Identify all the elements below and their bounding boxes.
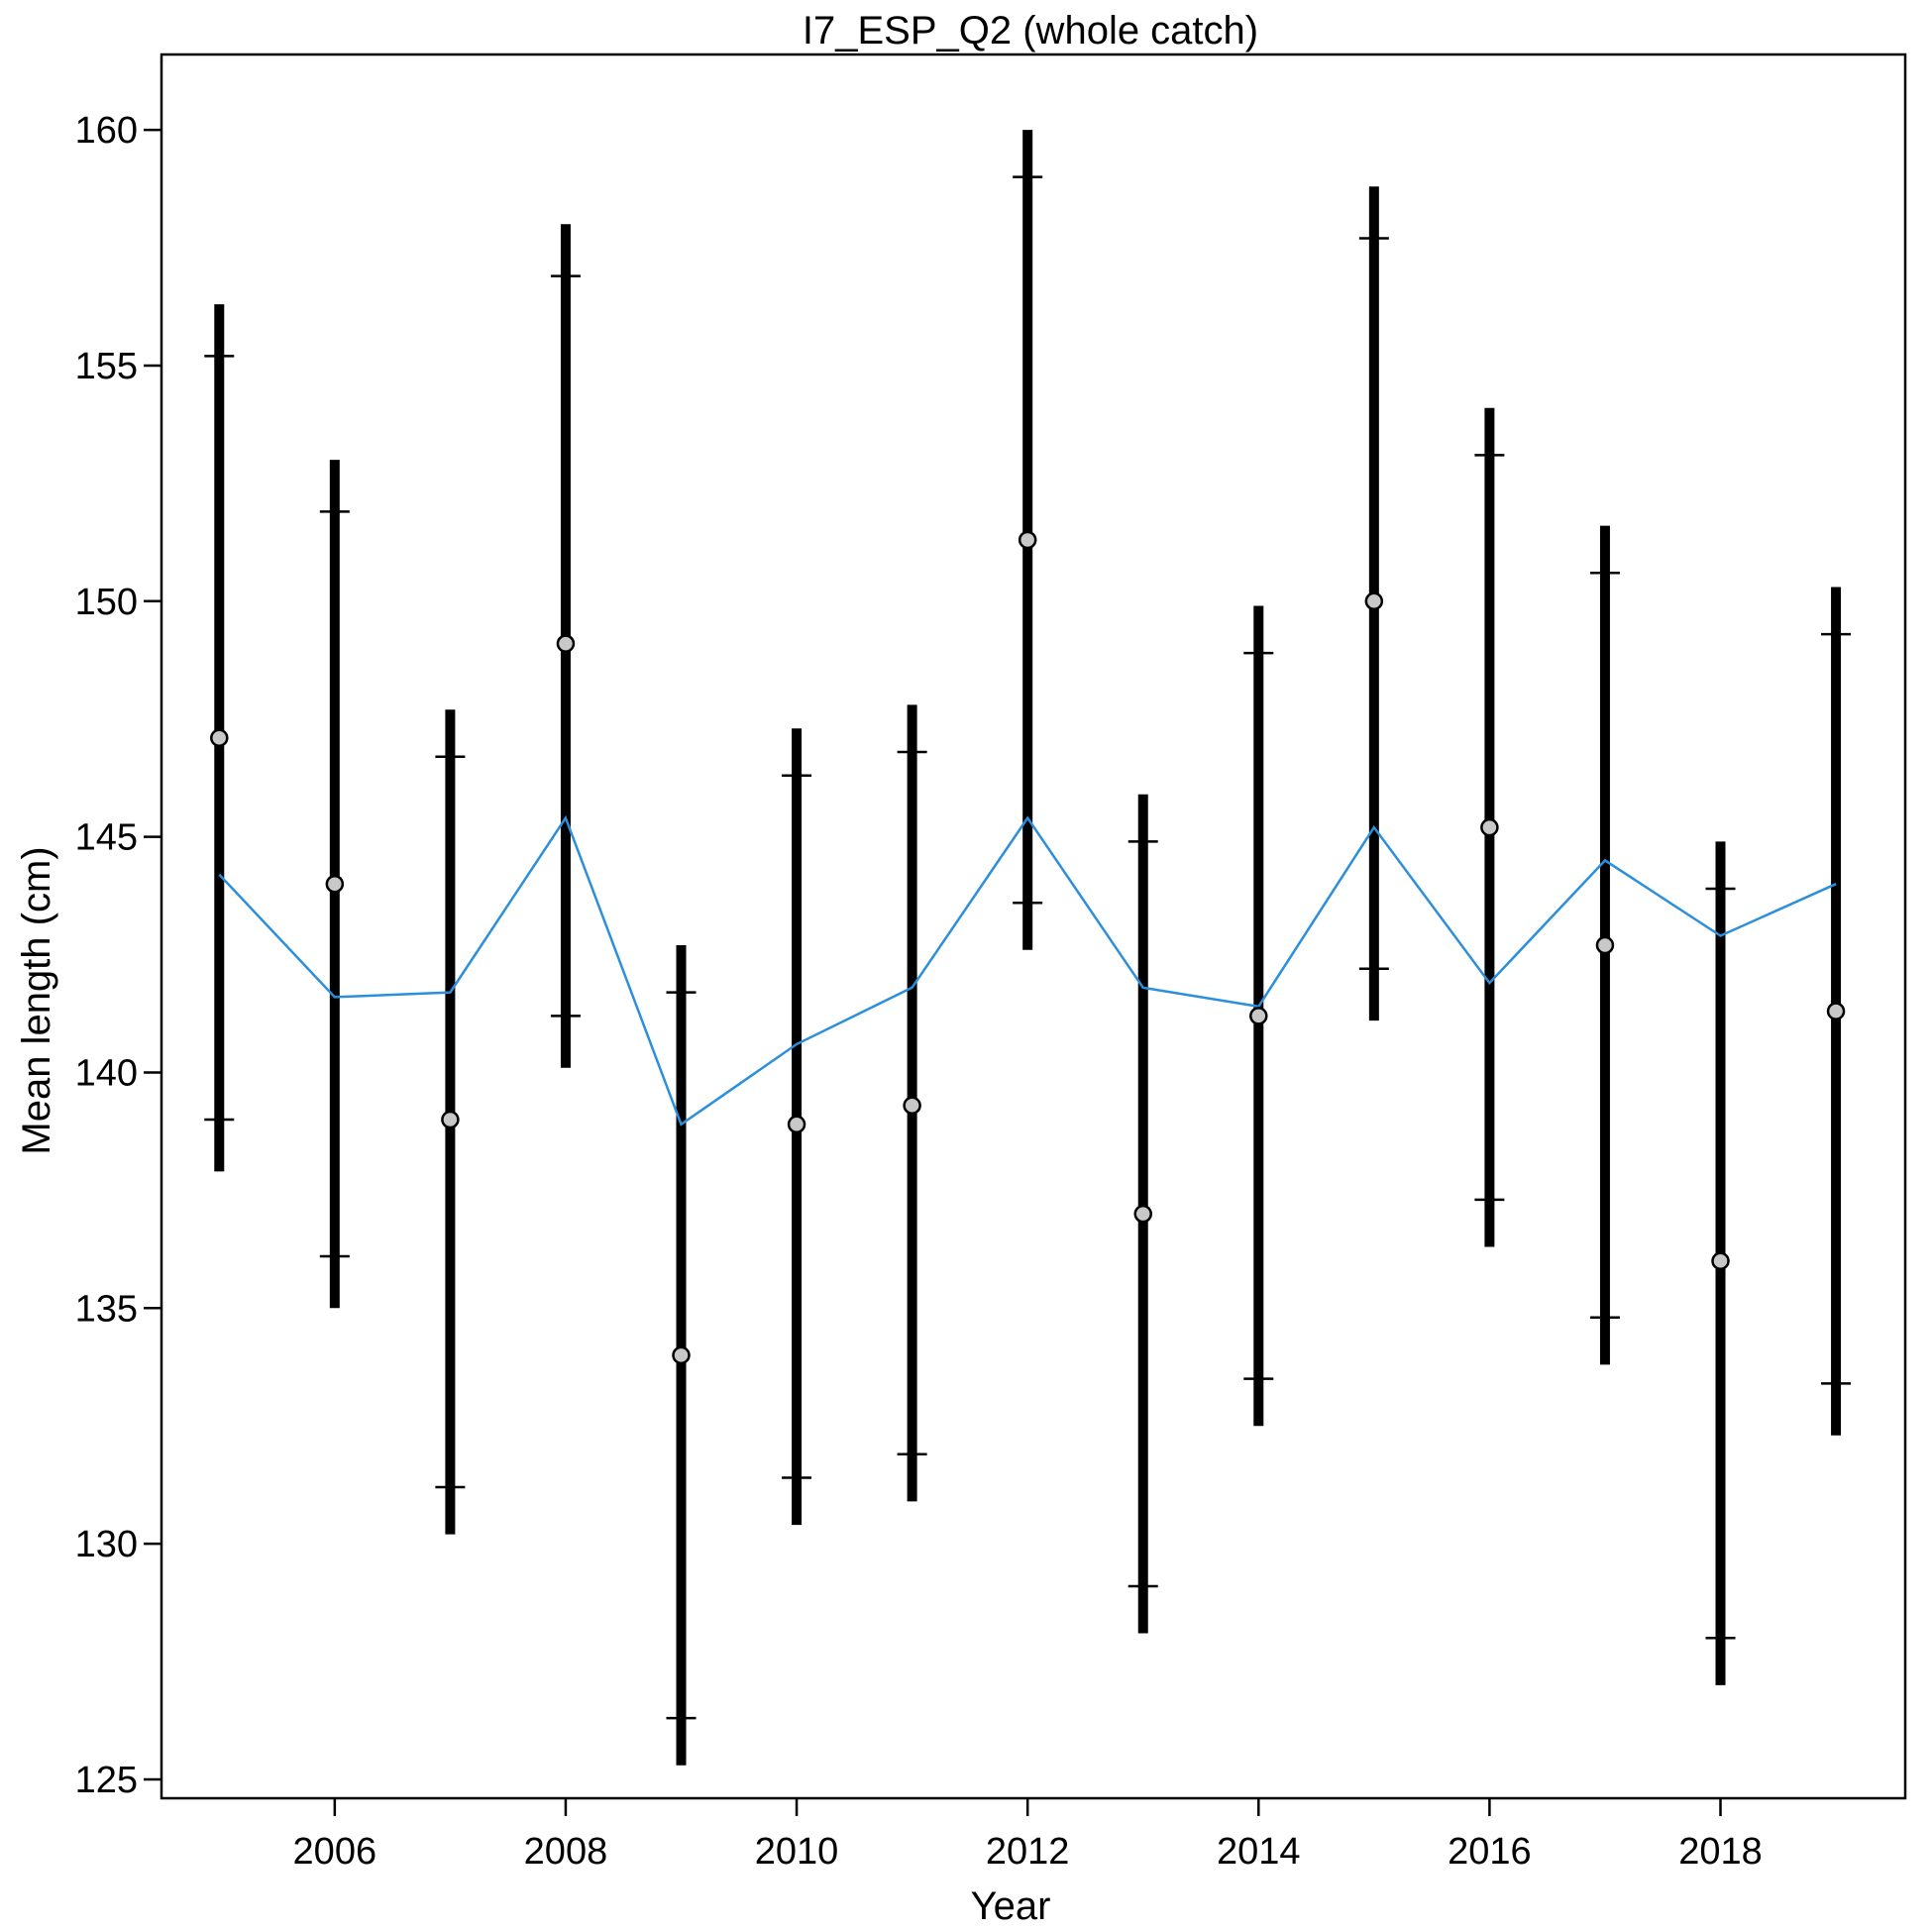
x-axis: 2006 2008 2010 2012 2014 2016 2018 xyxy=(293,1798,1763,1873)
observed-point xyxy=(1133,1204,1152,1224)
expected-line-series xyxy=(218,814,1837,1127)
observed-point xyxy=(672,1345,691,1365)
observed-point xyxy=(903,1096,921,1116)
y-tick-label: 140 xyxy=(75,1052,138,1094)
y-tick-label: 130 xyxy=(75,1524,138,1565)
observed-points-series xyxy=(210,530,1846,1365)
observed-point xyxy=(556,634,576,653)
y-tick-label: 135 xyxy=(75,1288,138,1330)
x-tick-label: 2006 xyxy=(293,1831,377,1873)
y-tick-label: 125 xyxy=(75,1760,138,1801)
x-tick-label: 2018 xyxy=(1678,1831,1763,1873)
observed-point xyxy=(1480,817,1499,837)
plot-frame xyxy=(160,53,1907,1800)
observed-point xyxy=(1595,935,1615,955)
observed-point xyxy=(1249,1007,1268,1025)
observed-point xyxy=(325,874,345,894)
x-tick-label: 2008 xyxy=(524,1831,608,1873)
y-tick-label: 155 xyxy=(75,346,138,387)
observed-point xyxy=(1364,591,1384,611)
y-tick-label: 160 xyxy=(75,110,138,152)
y-tick-label: 150 xyxy=(75,582,138,623)
observed-point xyxy=(1018,530,1037,550)
x-tick-label: 2012 xyxy=(986,1831,1070,1873)
observed-point xyxy=(441,1110,460,1129)
observed-point xyxy=(1826,1002,1846,1020)
y-axis-title: Mean length (cm) xyxy=(15,846,58,1154)
expected-line xyxy=(218,814,1837,1127)
observed-point xyxy=(787,1115,806,1134)
chart-title: I7_ESP_Q2 (whole catch) xyxy=(803,9,1258,53)
observed-point xyxy=(210,728,229,747)
x-tick-label: 2010 xyxy=(755,1831,839,1873)
observed-point xyxy=(1711,1251,1730,1270)
y-axis: 125 130 135 140 145 150 155 160 xyxy=(75,110,161,1801)
x-axis-title: Year xyxy=(971,1884,1051,1928)
x-tick-label: 2016 xyxy=(1448,1831,1532,1873)
y-tick-label: 145 xyxy=(75,817,138,859)
x-tick-label: 2014 xyxy=(1217,1831,1301,1873)
